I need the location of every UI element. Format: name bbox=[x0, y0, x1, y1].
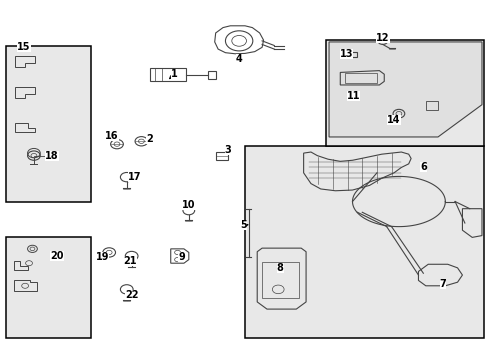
Text: 18: 18 bbox=[45, 150, 59, 161]
Text: 1: 1 bbox=[171, 69, 177, 79]
Bar bbox=[5, 237, 91, 338]
Bar bbox=[262, 262, 299, 298]
Bar bbox=[5, 45, 91, 202]
Text: 9: 9 bbox=[178, 252, 185, 262]
Text: 21: 21 bbox=[123, 256, 137, 266]
Text: 11: 11 bbox=[347, 91, 360, 101]
Text: 20: 20 bbox=[50, 251, 64, 261]
Text: 14: 14 bbox=[387, 115, 401, 125]
Bar bbox=[245, 146, 485, 338]
Text: 3: 3 bbox=[224, 144, 231, 154]
Text: 15: 15 bbox=[18, 42, 31, 52]
Text: 22: 22 bbox=[125, 291, 138, 301]
Text: 5: 5 bbox=[241, 220, 247, 230]
Bar bbox=[150, 68, 186, 81]
Text: 10: 10 bbox=[182, 200, 196, 210]
Text: 13: 13 bbox=[340, 49, 353, 59]
Text: 6: 6 bbox=[420, 162, 427, 172]
Bar bbox=[326, 40, 485, 146]
Text: 7: 7 bbox=[440, 279, 446, 289]
Text: 2: 2 bbox=[147, 134, 153, 144]
Polygon shape bbox=[329, 42, 482, 137]
Bar bbox=[345, 73, 377, 83]
Text: 12: 12 bbox=[376, 33, 390, 43]
Text: 16: 16 bbox=[105, 131, 119, 141]
Text: 4: 4 bbox=[236, 54, 243, 64]
Text: 8: 8 bbox=[277, 263, 284, 273]
Text: 17: 17 bbox=[128, 172, 142, 182]
Text: 19: 19 bbox=[96, 252, 109, 262]
